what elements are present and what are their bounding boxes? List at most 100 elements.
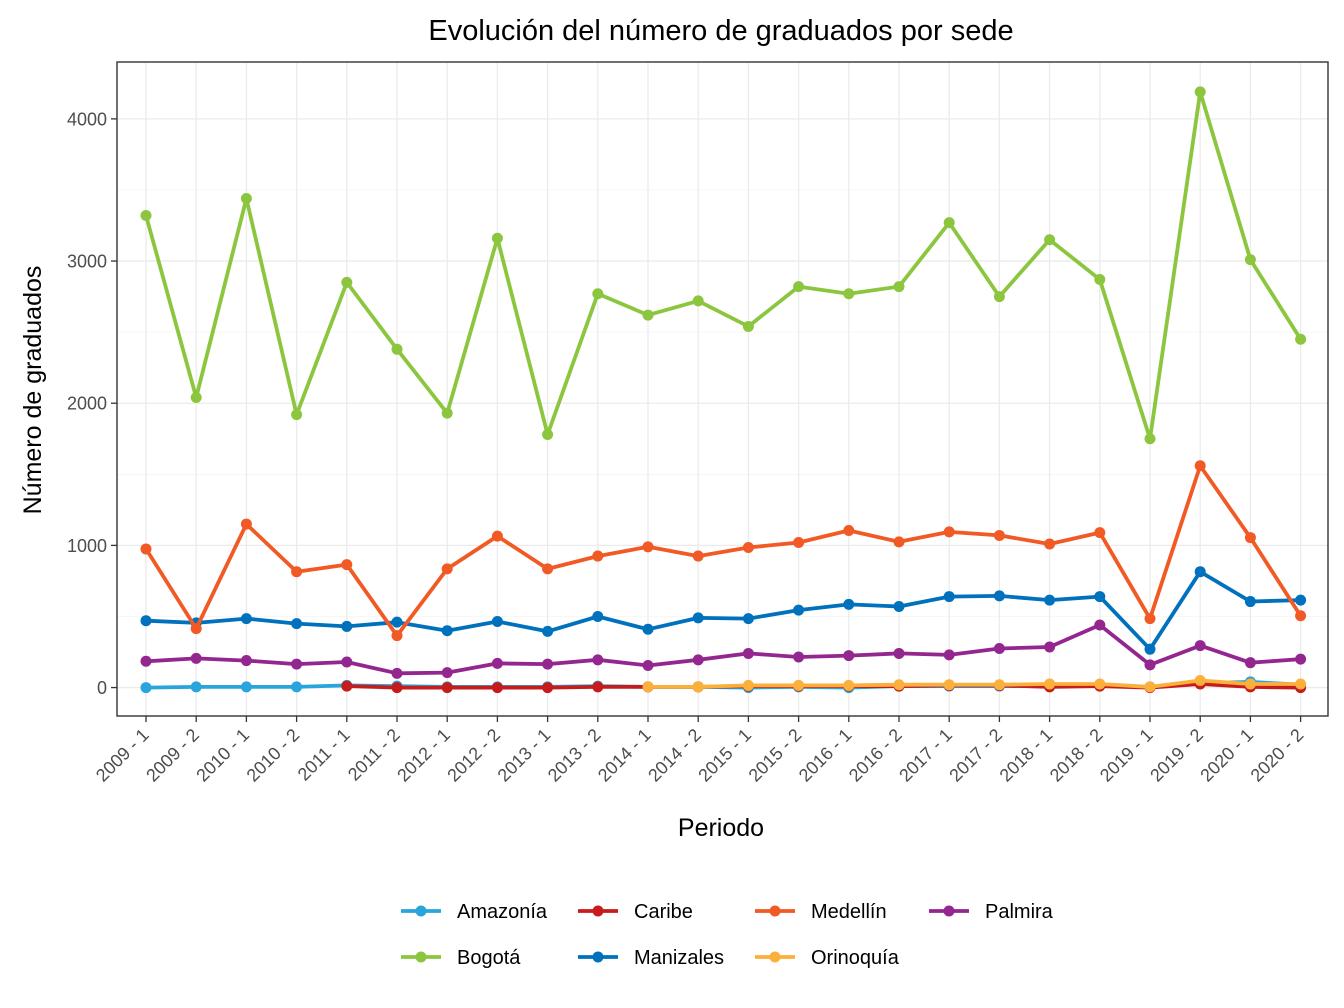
series-line bbox=[144, 569, 1303, 652]
data-point bbox=[542, 682, 554, 694]
data-point bbox=[441, 667, 453, 679]
data-point bbox=[742, 320, 754, 332]
data-point bbox=[542, 428, 554, 440]
data-point bbox=[491, 657, 503, 669]
data-point bbox=[893, 679, 905, 691]
data-point bbox=[341, 680, 353, 692]
data-point bbox=[642, 309, 654, 321]
data-point bbox=[1194, 674, 1206, 686]
data-point bbox=[692, 654, 704, 666]
data-point bbox=[291, 566, 303, 578]
legend-item: Medellín bbox=[755, 901, 887, 923]
legend-item: Manizales bbox=[578, 947, 724, 969]
data-point bbox=[793, 651, 805, 663]
data-point bbox=[993, 679, 1005, 691]
data-point bbox=[441, 625, 453, 637]
data-point bbox=[391, 682, 403, 694]
data-point bbox=[140, 615, 152, 627]
data-point bbox=[1194, 640, 1206, 652]
data-point bbox=[993, 590, 1005, 602]
data-point bbox=[592, 550, 604, 562]
data-point bbox=[843, 679, 855, 691]
legend-key-point bbox=[943, 905, 955, 917]
y-tick-label: 0 bbox=[97, 678, 107, 698]
series-line bbox=[144, 463, 1303, 638]
data-point bbox=[843, 524, 855, 536]
data-point bbox=[190, 392, 202, 404]
data-point bbox=[491, 530, 503, 542]
data-point bbox=[1044, 641, 1056, 653]
legend: Amazonía Bogotá Caribe Manizales Medellín Ori… bbox=[401, 901, 1054, 969]
data-point bbox=[642, 623, 654, 635]
data-point bbox=[592, 610, 604, 622]
data-point bbox=[642, 660, 654, 672]
legend-label: Bogotá bbox=[457, 947, 521, 969]
data-point bbox=[441, 407, 453, 419]
data-point bbox=[793, 281, 805, 293]
data-point bbox=[140, 655, 152, 667]
legend-key-point bbox=[592, 905, 604, 917]
data-point bbox=[1094, 619, 1106, 631]
data-point bbox=[742, 613, 754, 625]
legend-label: Medellín bbox=[811, 901, 887, 923]
data-point bbox=[140, 543, 152, 555]
data-point bbox=[742, 679, 754, 691]
data-point bbox=[1244, 532, 1256, 544]
data-point bbox=[1094, 274, 1106, 286]
series-group bbox=[642, 674, 1307, 693]
data-point bbox=[291, 681, 303, 693]
data-point bbox=[190, 623, 202, 635]
data-point bbox=[240, 655, 252, 667]
data-point bbox=[793, 679, 805, 691]
data-point bbox=[692, 681, 704, 693]
series-line bbox=[144, 623, 1303, 676]
data-point bbox=[642, 541, 654, 553]
y-tick-label: 1000 bbox=[67, 536, 107, 556]
data-point bbox=[491, 615, 503, 627]
data-point bbox=[1044, 538, 1056, 550]
data-point bbox=[1244, 596, 1256, 608]
legend-item: Orinoquía bbox=[755, 947, 900, 969]
data-point bbox=[893, 601, 905, 613]
data-point bbox=[993, 291, 1005, 303]
data-point bbox=[692, 550, 704, 562]
data-point bbox=[843, 288, 855, 300]
series-line bbox=[646, 678, 1303, 689]
data-point bbox=[943, 591, 955, 603]
data-point bbox=[1144, 643, 1156, 655]
data-point bbox=[240, 613, 252, 625]
y-tick-label: 4000 bbox=[67, 109, 107, 129]
series-group bbox=[140, 566, 1307, 655]
data-point bbox=[742, 647, 754, 659]
legend-item: Caribe bbox=[578, 901, 693, 923]
data-point bbox=[190, 681, 202, 693]
data-point bbox=[592, 654, 604, 666]
data-point bbox=[592, 681, 604, 693]
data-point bbox=[793, 537, 805, 549]
data-point bbox=[291, 409, 303, 421]
series-group bbox=[140, 619, 1307, 679]
data-point bbox=[341, 276, 353, 288]
legend-label: Orinoquía bbox=[811, 947, 900, 969]
data-point bbox=[642, 681, 654, 693]
data-point bbox=[140, 682, 152, 694]
data-point bbox=[1295, 610, 1307, 622]
data-point bbox=[240, 518, 252, 530]
data-point bbox=[1244, 254, 1256, 266]
data-point bbox=[391, 630, 403, 642]
data-point bbox=[291, 618, 303, 630]
legend-key-point bbox=[415, 905, 427, 917]
legend-key-point bbox=[415, 951, 427, 963]
data-point bbox=[1094, 527, 1106, 539]
data-point bbox=[1044, 234, 1056, 246]
series-group bbox=[140, 86, 1307, 445]
data-point bbox=[893, 647, 905, 659]
data-point bbox=[1295, 594, 1307, 606]
data-point bbox=[391, 667, 403, 679]
data-point bbox=[893, 281, 905, 293]
series-line bbox=[144, 90, 1303, 441]
legend-label: Manizales bbox=[634, 947, 724, 969]
data-point bbox=[341, 656, 353, 668]
data-point bbox=[692, 612, 704, 624]
data-point bbox=[592, 288, 604, 300]
